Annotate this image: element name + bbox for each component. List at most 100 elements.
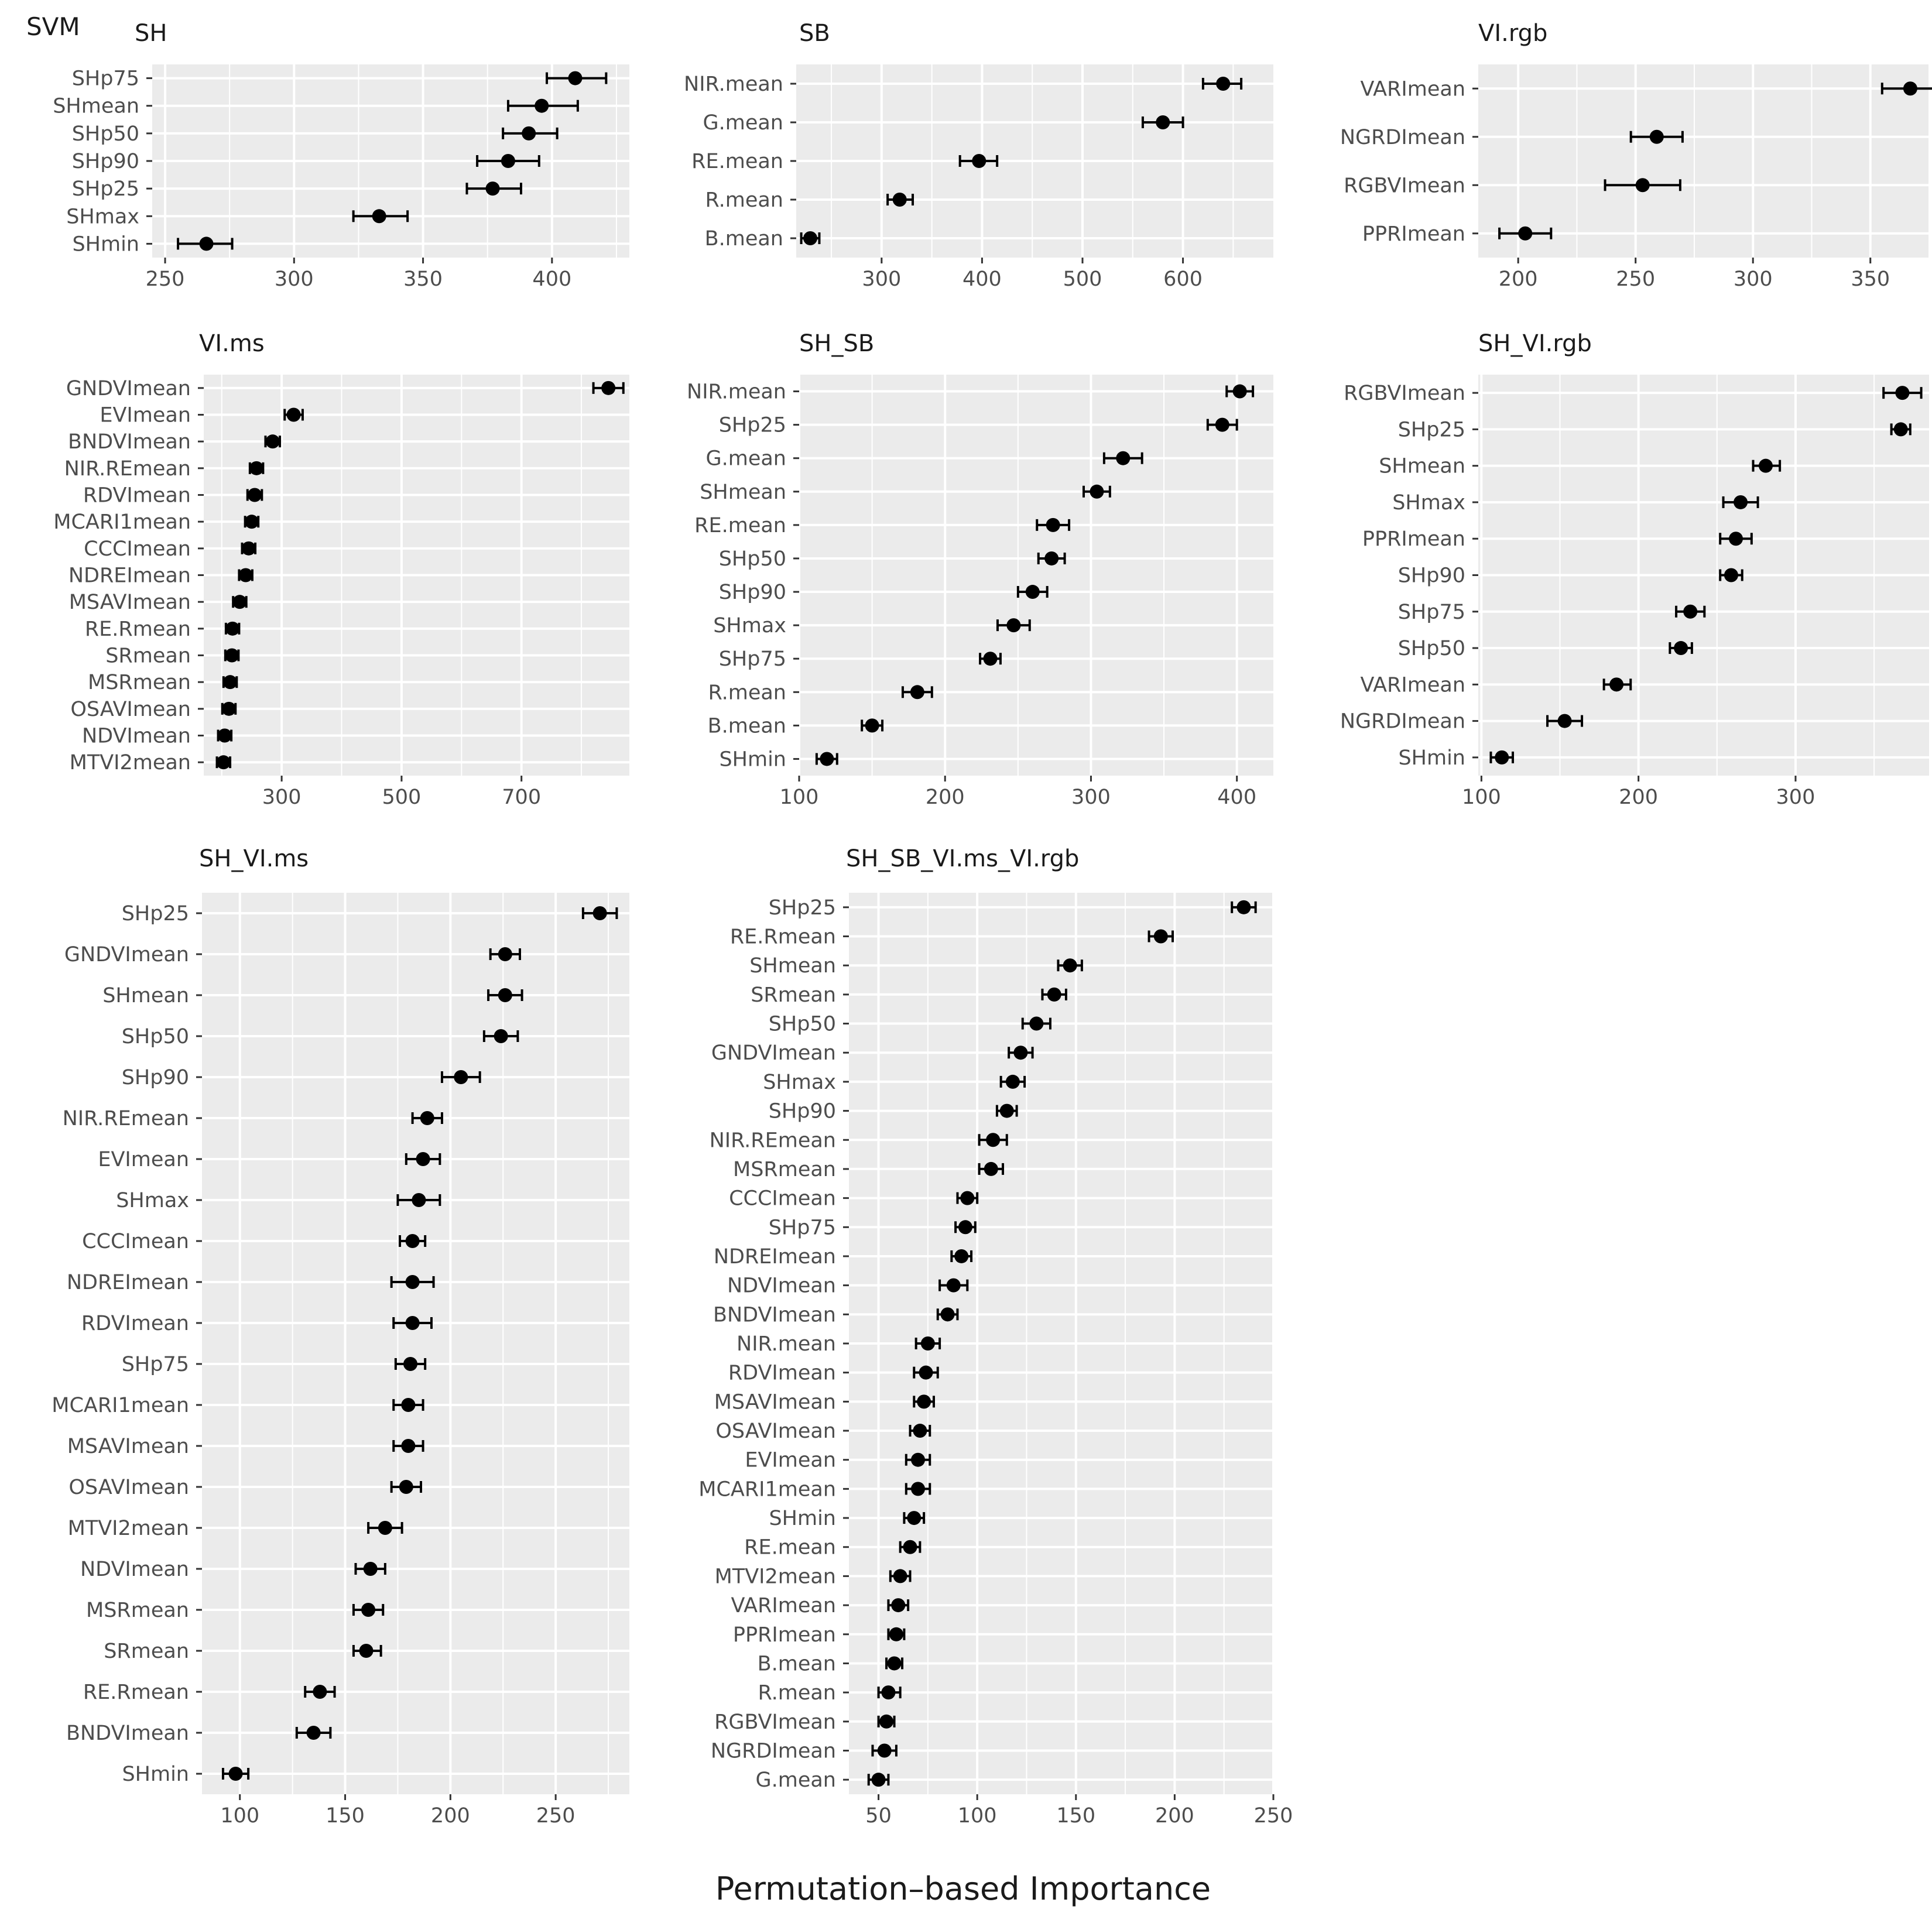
panel-sh-vi-ms: 100 150 200 250 SHp25 GNDVImean SHmean SHp50 SHp… xyxy=(52,845,629,1828)
category-label: NIR.REmean xyxy=(710,1129,836,1152)
x-tick-label: 150 xyxy=(326,1804,365,1828)
importance-point xyxy=(1063,958,1077,973)
importance-point xyxy=(498,988,512,1002)
panel-vi-ms: 300 500 700 GNDVImean EVImean BNDVImean NIR.RE… xyxy=(53,330,629,809)
importance-point xyxy=(1216,77,1231,91)
importance-point xyxy=(485,181,500,196)
category-label: MTVI2mean xyxy=(715,1565,836,1588)
category-label: RGBVImean xyxy=(1344,382,1465,405)
category-label: R.mean xyxy=(705,188,783,212)
x-tick-label: 200 xyxy=(926,786,965,809)
panel-sh-sb: 100 200 300 400 NIR.mean SHp25 G.mean SHmean RE.… xyxy=(687,330,1273,809)
panel-title: SH_SB_VI.ms_VI.rgb xyxy=(846,845,1079,872)
x-tick-label: 300 xyxy=(262,786,302,809)
x-tick-label: 100 xyxy=(780,786,819,809)
category-label: GNDVImean xyxy=(64,943,189,966)
category-label: SHp75 xyxy=(769,1216,836,1239)
category-label: SHp75 xyxy=(719,647,786,671)
x-tick-label: 200 xyxy=(1619,786,1658,809)
x-tick-label: 400 xyxy=(532,268,571,291)
category-label: SHmax xyxy=(763,1071,836,1094)
category-label: RDVImean xyxy=(728,1362,836,1385)
category-label: RE.Rmean xyxy=(83,1681,189,1704)
category-label: G.mean xyxy=(755,1768,836,1792)
panel-title: SH_VI.ms xyxy=(199,845,309,872)
category-label: CCCImean xyxy=(82,1230,189,1253)
importance-point xyxy=(891,1598,906,1613)
category-label: MSAVImean xyxy=(714,1390,836,1414)
importance-point xyxy=(1044,551,1059,565)
category-label: NDREImean xyxy=(714,1245,836,1269)
importance-point xyxy=(522,126,536,140)
category-label: SHp25 xyxy=(122,902,189,926)
category-label: NDVImean xyxy=(727,1274,836,1298)
category-label: RGBVImean xyxy=(714,1711,836,1734)
panel-title: SH_SB xyxy=(799,330,874,357)
importance-point xyxy=(972,154,986,168)
x-tick-label: 400 xyxy=(1217,786,1256,809)
importance-point xyxy=(494,1029,508,1043)
x-tick-label: 500 xyxy=(382,786,421,809)
importance-point xyxy=(1683,604,1698,619)
category-label: B.mean xyxy=(705,227,783,251)
category-label: SHmin xyxy=(719,748,786,771)
category-label: SHp50 xyxy=(72,122,139,146)
importance-point xyxy=(803,231,818,245)
importance-point xyxy=(960,1191,975,1205)
x-tick-label: 200 xyxy=(431,1804,470,1828)
importance-point xyxy=(401,1398,416,1412)
importance-point xyxy=(199,236,214,251)
x-tick-label: 250 xyxy=(1616,268,1655,291)
category-label: OSAVImean xyxy=(70,698,191,721)
category-label: MSRmean xyxy=(88,671,191,694)
category-label: BNDVImean xyxy=(68,430,191,454)
category-label: NDVImean xyxy=(82,725,191,748)
category-label: RE.mean xyxy=(744,1536,836,1559)
importance-point xyxy=(232,595,247,609)
category-label: GNDVImean xyxy=(711,1041,836,1065)
importance-point xyxy=(911,1452,926,1467)
category-label: MTVI2mean xyxy=(68,1517,189,1540)
importance-point xyxy=(1724,568,1738,582)
importance-point xyxy=(306,1726,321,1740)
importance-point xyxy=(1495,750,1509,765)
x-tick-label: 300 xyxy=(1734,268,1773,291)
panel-title: SH xyxy=(135,20,167,47)
importance-point xyxy=(1025,585,1040,599)
importance-point xyxy=(984,1161,998,1176)
panel-title: VI.ms xyxy=(199,330,265,357)
category-label: MSAVImean xyxy=(67,1435,189,1458)
importance-point xyxy=(986,1133,1001,1147)
x-tick-label: 100 xyxy=(220,1804,259,1828)
x-tick-label: 300 xyxy=(1776,786,1815,809)
importance-point xyxy=(216,755,231,770)
importance-point xyxy=(265,434,280,449)
importance-point xyxy=(1893,422,1908,437)
category-label: MCARI1mean xyxy=(53,510,191,534)
importance-point xyxy=(903,1540,917,1554)
panel-sh: 250 300 350 400 SHp75 SHmean SHp50 SHp90 SHp25 SH… xyxy=(53,20,629,291)
importance-point xyxy=(910,685,924,700)
importance-point xyxy=(363,1562,378,1576)
panel-title: SB xyxy=(799,20,830,47)
panel-background xyxy=(202,893,629,1794)
importance-point xyxy=(403,1357,418,1371)
category-label: VARImean xyxy=(731,1594,836,1617)
importance-point xyxy=(225,621,240,636)
importance-point xyxy=(1090,484,1104,499)
importance-point xyxy=(568,71,583,85)
x-tick-label: 350 xyxy=(403,268,443,291)
category-label: SHmin xyxy=(769,1507,836,1530)
importance-point xyxy=(223,675,238,690)
category-label: RE.mean xyxy=(691,150,783,173)
importance-point xyxy=(887,1656,902,1671)
category-label: SHp90 xyxy=(72,150,139,173)
importance-point xyxy=(954,1249,969,1263)
importance-point xyxy=(1013,1046,1028,1060)
category-label: EVImean xyxy=(98,1148,189,1171)
category-label: NGRDImean xyxy=(711,1739,836,1763)
importance-point xyxy=(1609,677,1624,692)
importance-point xyxy=(238,568,253,582)
importance-point xyxy=(1029,1016,1044,1031)
category-label: OSAVImean xyxy=(715,1420,836,1443)
